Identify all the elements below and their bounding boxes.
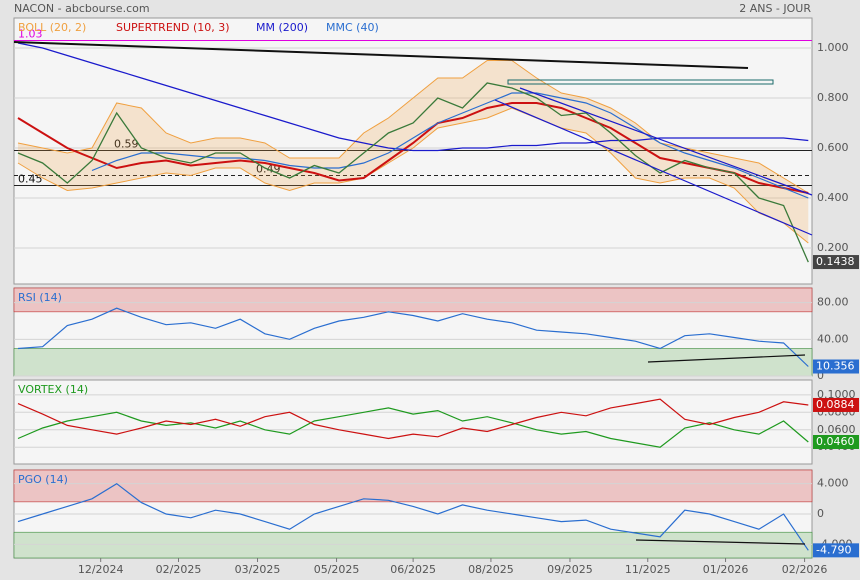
last-value-box — [813, 255, 859, 270]
y-tick-label: 1.000 — [817, 41, 849, 54]
last-value-box — [813, 397, 859, 412]
x-tick-label: 02/2025 — [156, 563, 202, 576]
x-tick-label: 06/2025 — [390, 563, 436, 576]
x-tick-label: 12/2024 — [78, 563, 124, 576]
y-tick-label: 0.0600 — [817, 423, 856, 436]
level-label: 0.45 — [18, 173, 43, 186]
x-tick-label: 02/2026 — [782, 563, 828, 576]
y-tick-label: 4.000 — [817, 477, 849, 490]
series-line — [17, 398, 809, 440]
legend-entry: VORTEX (14) — [18, 383, 88, 396]
x-tick-label: 01/2026 — [703, 563, 749, 576]
last-value-label: 0.0884 — [816, 398, 855, 411]
trend-line — [494, 99, 813, 236]
price-line — [17, 82, 809, 263]
bollinger-lower — [17, 107, 809, 244]
panel — [13, 379, 813, 465]
legend-entry: MMC (40) — [326, 21, 379, 34]
period: 2 ANS - JOUR — [739, 2, 811, 15]
last-value-label: -4.790 — [816, 543, 851, 556]
y-tick-label: 0.1000 — [817, 388, 856, 401]
overbought-zone — [13, 287, 813, 313]
oversold-zone — [13, 348, 813, 377]
overbought-zone — [13, 469, 813, 503]
x-tick-label: 08/2025 — [468, 563, 514, 576]
trend-line — [519, 87, 813, 196]
x-tick-label: 05/2025 — [314, 563, 360, 576]
y-tick-label: 0 — [817, 369, 824, 382]
legend-entry: SUPERTREND (10, 3) — [116, 21, 230, 34]
series-line — [17, 307, 809, 367]
series-line — [17, 407, 809, 448]
last-value-label: 0.0460 — [816, 435, 855, 448]
y-tick-label: 40.00 — [817, 332, 849, 345]
trend-line — [13, 41, 749, 69]
trend-line — [635, 539, 806, 545]
last-value-box — [813, 359, 859, 374]
y-tick-label: 0.600 — [817, 141, 849, 154]
last-value-box — [813, 543, 859, 558]
last-value-box — [813, 434, 859, 449]
series-line — [17, 482, 809, 551]
y-tick-label: 0.800 — [817, 91, 849, 104]
series-line — [17, 102, 809, 194]
y-tick-label: 0.400 — [817, 191, 849, 204]
series-line — [91, 92, 809, 199]
y-tick-label: 80.00 — [817, 296, 849, 309]
y-tick-label: 0.200 — [817, 241, 849, 254]
last-value-label: 10.356 — [816, 360, 855, 373]
oversold-zone — [13, 531, 813, 559]
last-value-label: 0.1438 — [816, 255, 855, 268]
bollinger-upper — [17, 60, 809, 194]
x-tick-label: 03/2025 — [235, 563, 281, 576]
panels: 1.0000.8000.6000.4000.2001.030.590.450.4… — [13, 17, 859, 576]
level-label: 1.03 — [18, 28, 43, 41]
source: NACON - abcbourse.com — [14, 2, 150, 15]
zone-box — [507, 79, 774, 85]
legend-entry: RSI (14) — [18, 291, 62, 304]
x-tick-label: 09/2025 — [547, 563, 593, 576]
level-label: 0.59 — [114, 138, 139, 151]
x-tick-label: 11/2025 — [625, 563, 671, 576]
legend-entry: PGO (14) — [18, 473, 68, 486]
legend-entry: BOLL (20, 2) — [18, 21, 86, 34]
trend-line — [647, 354, 806, 363]
y-tick-label: 0 — [817, 507, 824, 520]
legend-entry: MM (200) — [256, 21, 308, 34]
series-line — [17, 42, 809, 152]
